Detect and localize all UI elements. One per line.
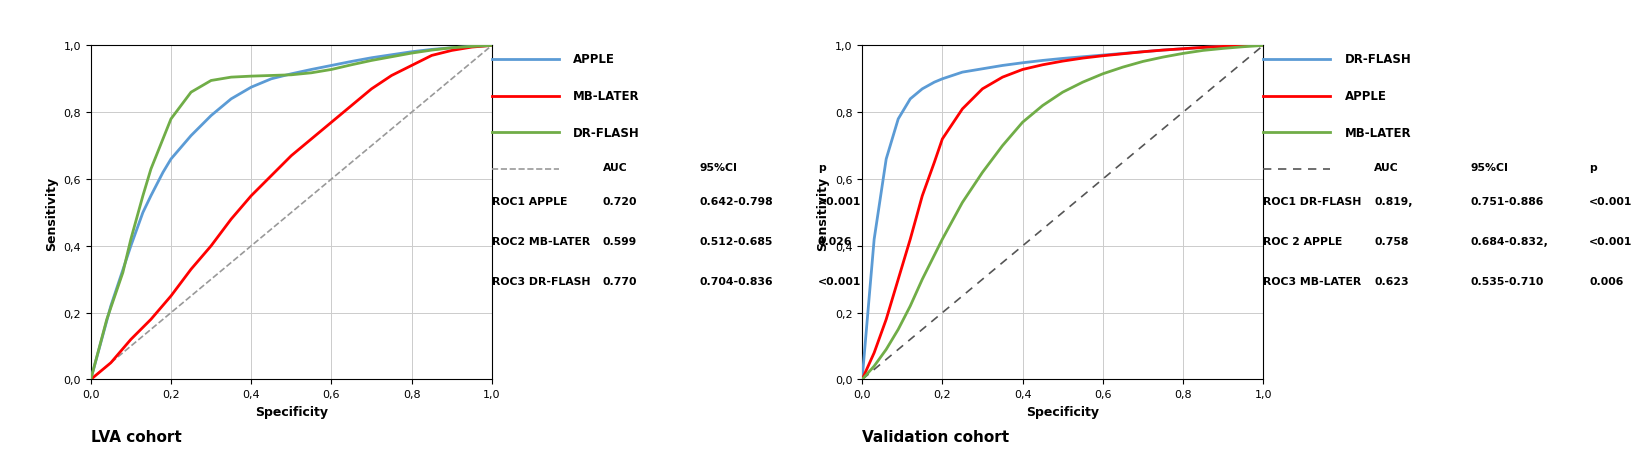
Text: 0.770: 0.770	[602, 276, 637, 286]
Text: ROC1 DR-FLASH: ROC1 DR-FLASH	[1264, 196, 1361, 206]
Text: ROC3 MB-LATER: ROC3 MB-LATER	[1264, 276, 1361, 286]
Text: 0.751-0.886: 0.751-0.886	[1470, 196, 1544, 206]
Text: 0.623: 0.623	[1374, 276, 1409, 286]
Text: 0.599: 0.599	[602, 236, 637, 246]
Text: 0.026: 0.026	[818, 236, 851, 246]
Text: <0.001: <0.001	[1589, 196, 1632, 206]
Y-axis label: Sensitivity: Sensitivity	[817, 176, 830, 250]
Text: <0.001: <0.001	[1589, 236, 1632, 246]
Text: 0.535-0.710: 0.535-0.710	[1470, 276, 1544, 286]
X-axis label: Specificity: Specificity	[1026, 405, 1099, 418]
Text: AUC: AUC	[602, 163, 627, 173]
Text: p: p	[818, 163, 825, 173]
Text: ROC3 DR-FLASH: ROC3 DR-FLASH	[492, 276, 591, 286]
Text: 95%CI: 95%CI	[1470, 163, 1508, 173]
Text: 0.512-0.685: 0.512-0.685	[700, 236, 772, 246]
X-axis label: Specificity: Specificity	[254, 405, 328, 418]
Text: DR-FLASH: DR-FLASH	[573, 126, 640, 139]
Text: AUC: AUC	[1374, 163, 1399, 173]
Text: APPLE: APPLE	[1345, 90, 1386, 103]
Text: APPLE: APPLE	[573, 53, 615, 66]
Y-axis label: Sensitivity: Sensitivity	[45, 176, 58, 250]
Text: 0.720: 0.720	[602, 196, 637, 206]
Text: 0.819,: 0.819,	[1374, 196, 1412, 206]
Text: ROC 2 APPLE: ROC 2 APPLE	[1264, 236, 1343, 246]
Text: MB-LATER: MB-LATER	[573, 90, 640, 103]
Text: <0.001: <0.001	[818, 196, 861, 206]
Text: ROC1 APPLE: ROC1 APPLE	[492, 196, 568, 206]
Text: 95%CI: 95%CI	[700, 163, 738, 173]
Text: DR-FLASH: DR-FLASH	[1345, 53, 1411, 66]
Text: Validation cohort: Validation cohort	[861, 430, 1010, 444]
Text: ROC2 MB-LATER: ROC2 MB-LATER	[492, 236, 591, 246]
Text: <0.001: <0.001	[818, 276, 861, 286]
Text: 0.006: 0.006	[1589, 276, 1624, 286]
Text: 0.684-0.832,: 0.684-0.832,	[1470, 236, 1548, 246]
Text: p: p	[1589, 163, 1597, 173]
Text: LVA cohort: LVA cohort	[91, 430, 182, 444]
Text: 0.642-0.798: 0.642-0.798	[700, 196, 772, 206]
Text: MB-LATER: MB-LATER	[1345, 126, 1411, 139]
Text: 0.704-0.836: 0.704-0.836	[700, 276, 772, 286]
Text: 0.758: 0.758	[1374, 236, 1409, 246]
